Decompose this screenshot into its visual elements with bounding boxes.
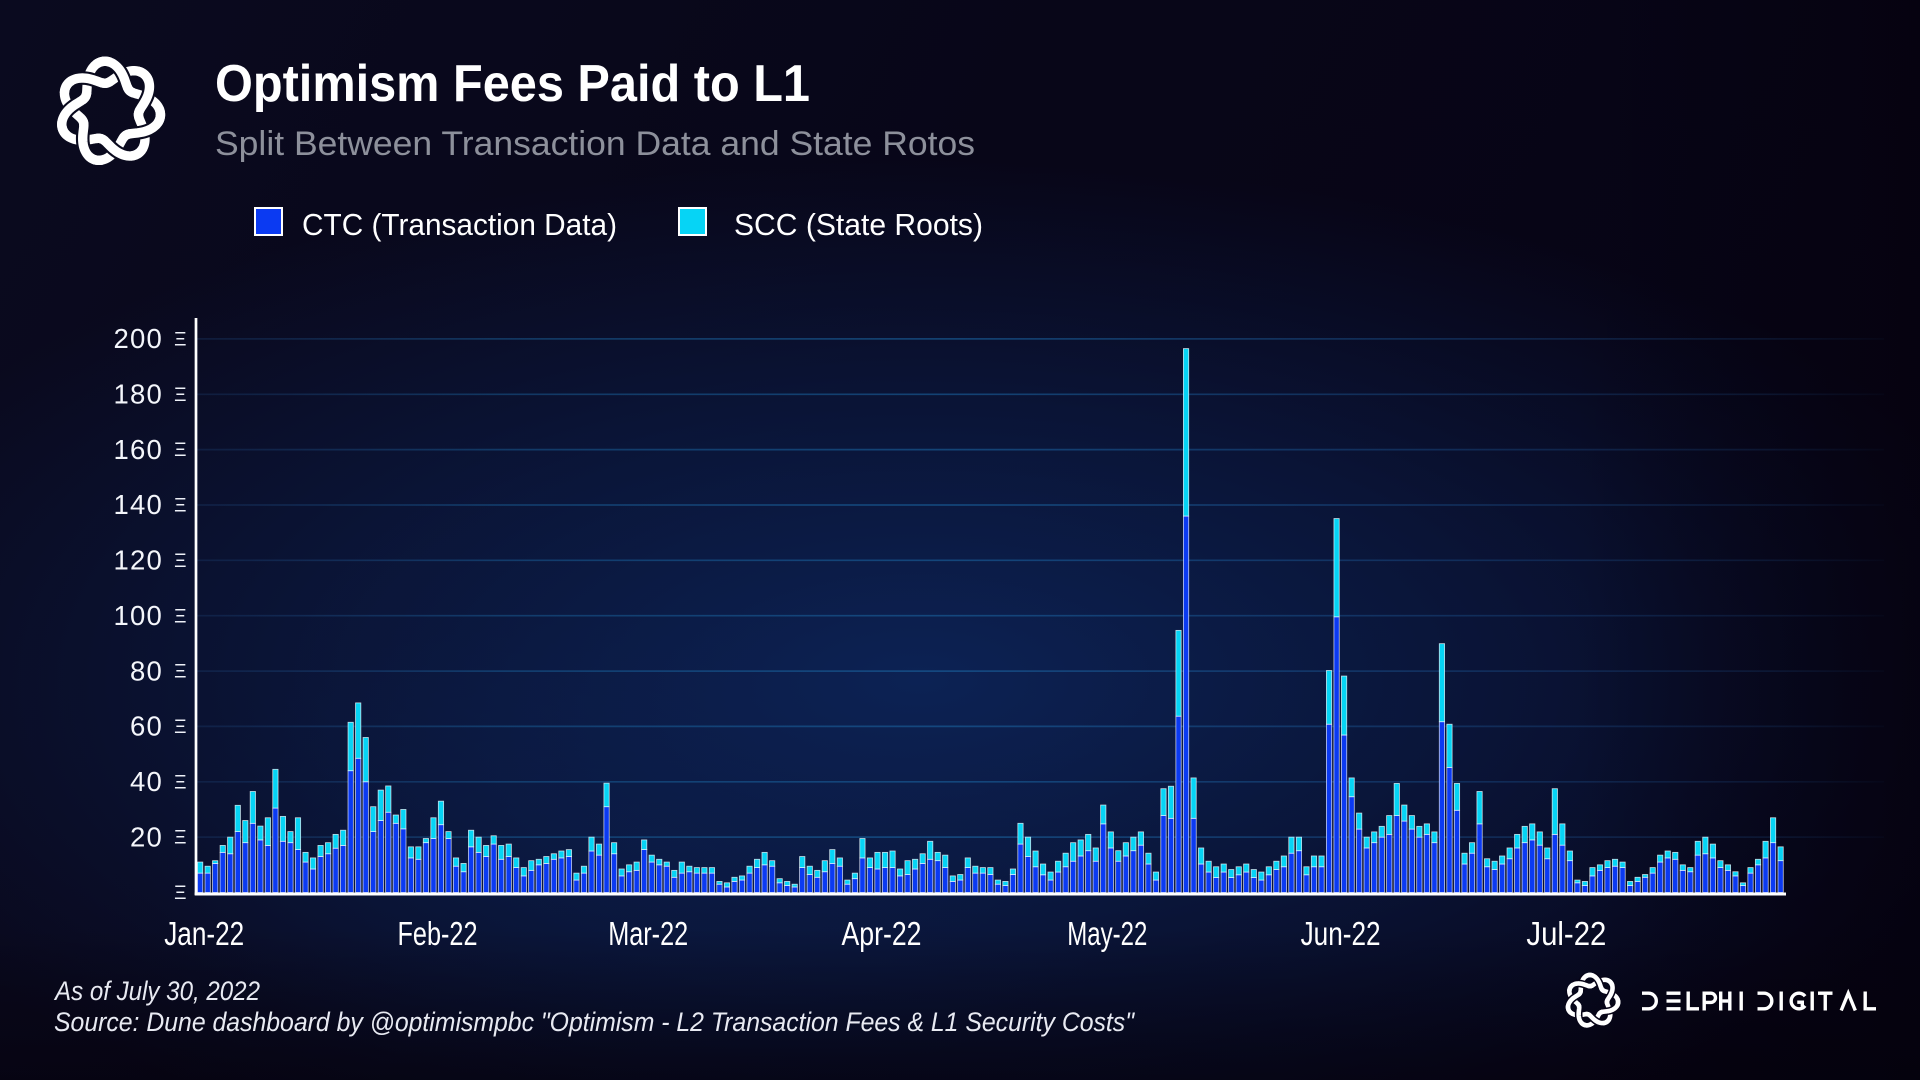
svg-text:160: 160 [114,434,163,465]
svg-text:140: 140 [114,489,163,520]
svg-text:200: 200 [114,323,163,354]
svg-text:20: 20 [130,821,163,852]
svg-text:60: 60 [130,711,163,742]
svg-text:Optimism Fees Paid to L1: Optimism Fees Paid to L1 [215,55,810,113]
svg-text:Jan-22: Jan-22 [164,916,244,953]
svg-text:100: 100 [114,600,163,631]
svg-text:Feb-22: Feb-22 [398,916,478,953]
svg-text:CTC (Transaction Data): CTC (Transaction Data) [302,207,617,242]
svg-text:Ξ: Ξ [174,828,186,849]
svg-text:May-22: May-22 [1067,916,1147,953]
svg-text:Ξ: Ξ [174,496,186,517]
svg-text:80: 80 [130,655,163,686]
svg-text:Jun-22: Jun-22 [1301,916,1381,953]
svg-text:Jul-22: Jul-22 [1526,916,1606,953]
svg-text:Source: Dune dashboard by @opt: Source: Dune dashboard by @optimismpbc "… [54,1007,1135,1037]
svg-text:Ξ: Ξ [174,330,186,351]
svg-text:SCC (State Roots): SCC (State Roots) [734,207,983,242]
svg-text:40: 40 [130,766,163,797]
svg-text:Ξ: Ξ [174,551,186,572]
svg-text:Ξ: Ξ [174,717,186,738]
svg-text:180: 180 [114,379,163,410]
svg-text:Split Between Transaction Data: Split Between Transaction Data and State… [215,125,975,163]
svg-text:Apr-22: Apr-22 [842,916,922,953]
svg-text:Mar-22: Mar-22 [608,916,688,953]
svg-text:Ξ: Ξ [174,772,186,793]
svg-text:120: 120 [114,545,163,576]
svg-text:Ξ: Ξ [174,440,186,461]
svg-text:Ξ: Ξ [174,385,186,406]
svg-text:Ξ: Ξ [174,883,186,904]
svg-text:Ξ: Ξ [174,606,186,627]
svg-text:As of July 30, 2022: As of July 30, 2022 [53,976,260,1006]
svg-text:Ξ: Ξ [174,662,186,683]
